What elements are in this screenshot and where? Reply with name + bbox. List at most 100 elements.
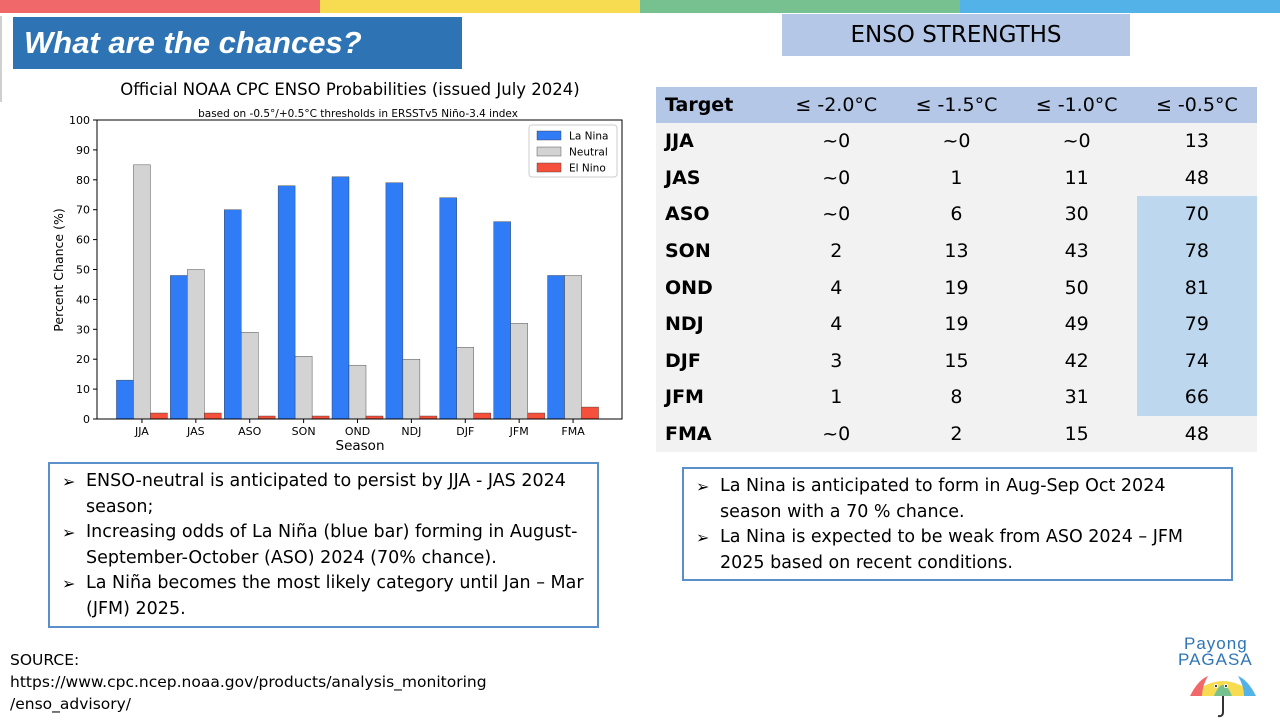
table-cell: 3 <box>776 342 897 380</box>
table-row: JFM 1 8 31 66 <box>656 379 1257 416</box>
slide-title: What are the chances? <box>24 25 362 60</box>
table-cell-target: JFM <box>656 379 777 416</box>
table-cell: 31 <box>1016 379 1137 416</box>
bar-neutral-son <box>294 356 313 420</box>
enso-strengths-heading: ENSO STRENGTHS <box>782 14 1130 56</box>
y-tick-label: 60 <box>76 234 90 247</box>
table-cell: ~0 <box>896 123 1017 160</box>
x-axis-label: Season <box>336 438 385 454</box>
y-tick-label: 50 <box>76 264 90 277</box>
table-cell: 4 <box>776 305 897 343</box>
chart-svg: Official NOAA CPC ENSO Probabilities (is… <box>51 80 623 454</box>
note-text: La Nina is expected to be weak from ASO … <box>720 527 1184 573</box>
y-tick-label: 100 <box>69 114 90 127</box>
arrow-bullet-icon: ➢ <box>696 477 710 496</box>
bar-la-nina-ndj <box>385 182 404 420</box>
arrow-bullet-icon: ➢ <box>62 523 76 542</box>
table-cell: 13 <box>1136 123 1257 160</box>
table-cell: 70 <box>1136 196 1257 233</box>
legend-swatch-la-nina <box>536 130 562 141</box>
note-text: ENSO-neutral is anticipated to persist b… <box>86 471 566 517</box>
bar-la-nina-djf <box>439 197 457 420</box>
summary-notes-right: ➢ La Nina is anticipated to form in Aug-S… <box>682 467 1233 581</box>
bar-neutral-djf <box>456 347 474 420</box>
table-cell-target: JAS <box>656 159 777 197</box>
arrow-bullet-icon: ➢ <box>62 472 76 491</box>
table-row: JAS ~0 1 11 48 <box>656 159 1257 197</box>
top-bar-segment-yellow <box>320 0 640 13</box>
header-threshold-1-0: ≤ -1.0°C <box>1016 87 1137 123</box>
bar-neutral-jfm <box>510 323 528 420</box>
table-row: FMA ~0 2 15 48 <box>656 415 1257 453</box>
bar-neutral-ndj <box>402 359 421 420</box>
legend-swatch-el-nino <box>536 162 562 173</box>
table-cell: 48 <box>1136 415 1257 453</box>
list-item: ➢ La Niña becomes the most likely categor… <box>58 571 587 622</box>
header-target: Target <box>656 87 777 123</box>
logo-text-line1: Payong <box>1184 634 1248 653</box>
table-cell: 81 <box>1136 269 1257 306</box>
logo-text-line2: PAGASA <box>1178 650 1253 669</box>
legend-swatch-neutral <box>536 146 562 157</box>
table-cell: 2 <box>896 415 1017 453</box>
x-tick-label: JFM <box>509 425 529 438</box>
bar-neutral-jas <box>187 269 205 420</box>
note-text: La Niña becomes the most likely category… <box>86 573 584 619</box>
bar-la-nina-ond <box>331 176 350 420</box>
left-divider <box>0 16 2 102</box>
chart-legend: La Nina Neutral El Nino <box>528 124 618 178</box>
source-url-line1[interactable]: https://www.cpc.ncep.noaa.gov/products/a… <box>10 673 487 691</box>
table-row: DJF 3 15 42 74 <box>656 342 1257 380</box>
table-cell: 42 <box>1016 342 1137 380</box>
header-threshold-0-5: ≤ -0.5°C <box>1136 87 1257 123</box>
x-tick-label: JJA <box>134 425 149 438</box>
table-cell: 1 <box>776 379 897 416</box>
enso-probability-chart: Official NOAA CPC ENSO Probabilities (is… <box>40 74 630 458</box>
table-cell: 66 <box>1136 379 1257 416</box>
table-cell-target: DJF <box>656 342 777 380</box>
table-cell-target: SON <box>656 232 777 270</box>
table-row: ASO ~0 6 30 70 <box>656 196 1257 233</box>
bar-la-nina-son <box>277 185 296 420</box>
table-cell: 78 <box>1136 232 1257 270</box>
top-color-bar <box>0 0 1280 13</box>
table-row: JJA ~0 ~0 ~0 13 <box>656 123 1257 160</box>
table-cell: ~0 <box>776 415 897 453</box>
table-cell: 30 <box>1016 196 1137 233</box>
table-cell-target: FMA <box>656 415 777 453</box>
legend-label: Neutral <box>569 147 608 159</box>
y-tick-label: 90 <box>76 144 90 157</box>
x-tick-label: SON <box>292 425 316 438</box>
table-row: NDJ 4 19 49 79 <box>656 305 1257 343</box>
note-text: La Nina is anticipated to form in Aug-Se… <box>720 476 1166 522</box>
bar-neutral-jja <box>133 164 151 420</box>
arrow-bullet-icon: ➢ <box>696 528 710 547</box>
bar-el-nino-fma <box>581 406 599 420</box>
table-cell: ~0 <box>776 123 897 160</box>
y-tick-label: 40 <box>76 293 90 306</box>
x-tick-label: ASO <box>238 425 262 438</box>
table-cell: 11 <box>1016 159 1137 197</box>
table-row: OND 4 19 50 81 <box>656 269 1257 306</box>
table-cell-target: JJA <box>656 123 777 160</box>
bar-la-nina-jja <box>116 379 134 420</box>
legend-label: La Nina <box>569 131 608 143</box>
bar-el-nino-jas <box>204 412 222 420</box>
y-tick-label: 20 <box>76 353 90 366</box>
table-cell-target: NDJ <box>656 305 777 343</box>
table-cell: 50 <box>1016 269 1137 306</box>
bar-la-nina-aso <box>224 209 242 420</box>
bar-el-nino-jja <box>150 412 168 420</box>
table-cell: 8 <box>896 379 1017 416</box>
legend-label: El Nino <box>569 163 606 175</box>
y-tick-label: 10 <box>76 383 90 396</box>
source-url-line2[interactable]: /enso_advisory/ <box>10 695 132 713</box>
table-cell: 15 <box>896 342 1017 380</box>
table-header-row: Target ≤ -2.0°C ≤ -1.5°C ≤ -1.0°C ≤ -0.5… <box>656 87 1257 123</box>
table-cell: 2 <box>776 232 897 270</box>
table-cell: 43 <box>1016 232 1137 270</box>
payong-pagasa-logo: Payong PAGASA <box>1170 632 1280 720</box>
y-tick-label: 70 <box>76 204 90 217</box>
enso-strengths-table: Target ≤ -2.0°C ≤ -1.5°C ≤ -1.0°C ≤ -0.5… <box>656 87 1257 453</box>
table-cell: ~0 <box>776 159 897 197</box>
